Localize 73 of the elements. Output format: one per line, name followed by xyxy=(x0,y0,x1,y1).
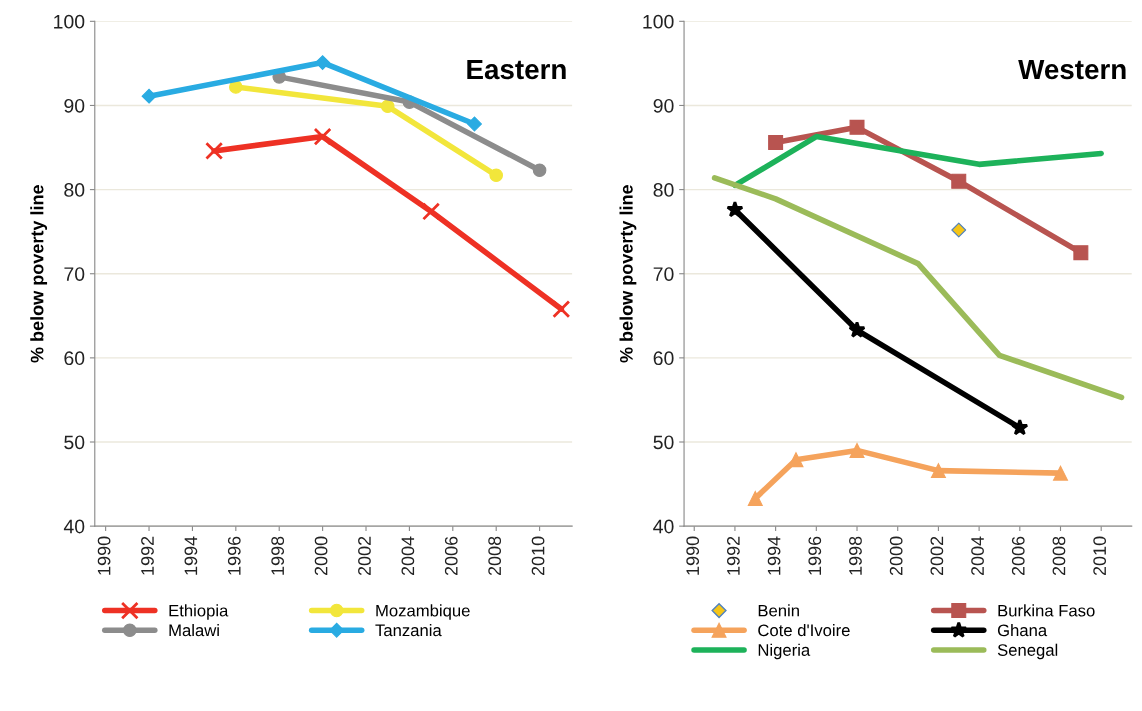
legend-label: Senegal xyxy=(997,643,1058,660)
text: Eastern xyxy=(467,59,566,80)
x-tick-label: 1992 xyxy=(726,536,740,575)
text: Western xyxy=(1018,59,1126,80)
point xyxy=(1053,465,1069,481)
x-tick-label: 2010 xyxy=(531,536,545,576)
y-axis-title: % below poverty line xyxy=(30,185,48,363)
x-tick-label: 1994 xyxy=(767,536,781,575)
legend-label: Malawi xyxy=(169,623,219,637)
point xyxy=(1011,418,1029,436)
point xyxy=(930,463,946,479)
x-tick-label: 1990 xyxy=(686,536,700,575)
y-tick-label: 80 xyxy=(64,183,85,197)
x-tick-label: 2008 xyxy=(488,536,502,576)
point xyxy=(848,321,866,338)
point xyxy=(141,88,157,104)
point xyxy=(313,127,332,146)
point xyxy=(205,141,224,160)
legend-label: Cote d'Ivoire xyxy=(758,623,850,637)
x-tick-label: 1998 xyxy=(271,536,285,575)
legend-label: Ethiopia xyxy=(169,604,229,620)
x-tick-label: 2004 xyxy=(401,536,415,576)
point xyxy=(489,168,504,183)
x-tick-label: 2008 xyxy=(1052,536,1066,576)
y-tick-label: 60 xyxy=(64,351,85,366)
x-tick-label: 2000 xyxy=(889,536,903,576)
point xyxy=(849,442,865,458)
x-tick-label: 1992 xyxy=(141,536,154,575)
x-tick-label: 2010 xyxy=(1093,536,1107,576)
y-tick-label: 70 xyxy=(653,267,674,281)
point xyxy=(380,99,395,114)
x-tick-label: 1998 xyxy=(849,536,862,575)
legend-label: Benin xyxy=(758,604,799,617)
point xyxy=(467,116,482,132)
y-tick-label: 70 xyxy=(64,267,85,281)
x-tick-label: 2004 xyxy=(971,536,984,576)
legend-label: Nigeria xyxy=(758,643,811,660)
y-tick-label: 60 xyxy=(653,351,674,366)
x-tick-label: 1996 xyxy=(808,536,822,575)
y-axis-title: % below poverty line xyxy=(619,185,637,363)
y-tick-label: 40 xyxy=(653,519,674,534)
point xyxy=(315,55,331,70)
legend-label: Tanzania xyxy=(375,623,442,637)
y-tick-label: 100 xyxy=(54,14,85,29)
point xyxy=(422,202,441,221)
x-tick-label: 2006 xyxy=(444,536,458,576)
x-tick-label: 2002 xyxy=(358,536,371,576)
y-tick-label: 90 xyxy=(653,98,674,113)
point xyxy=(951,222,967,238)
legend-label: Mozambique xyxy=(376,604,470,620)
x-tick-label: 1996 xyxy=(227,536,241,575)
y-tick-label: 100 xyxy=(643,14,674,29)
y-tick-label: 40 xyxy=(63,519,85,534)
y-tick-label: 90 xyxy=(64,98,85,113)
point xyxy=(726,200,744,218)
point xyxy=(849,119,865,135)
point xyxy=(552,300,571,319)
point xyxy=(747,490,763,506)
x-tick-label: 1990 xyxy=(97,536,111,575)
y-tick-label: 50 xyxy=(653,435,674,450)
y-tick-label: 50 xyxy=(64,435,85,450)
point xyxy=(768,134,784,150)
legend-label: Burkina Faso xyxy=(998,604,1095,617)
point xyxy=(951,173,967,189)
x-tick-label: 1994 xyxy=(184,536,198,575)
point xyxy=(1073,245,1089,261)
x-tick-label: 2006 xyxy=(1011,536,1025,576)
x-tick-label: 2000 xyxy=(314,536,328,576)
y-tick-label: 80 xyxy=(653,183,674,197)
point xyxy=(229,80,243,94)
x-tick-label: 2002 xyxy=(930,536,944,576)
legend-label: Ghana xyxy=(997,623,1048,637)
point xyxy=(532,163,547,178)
